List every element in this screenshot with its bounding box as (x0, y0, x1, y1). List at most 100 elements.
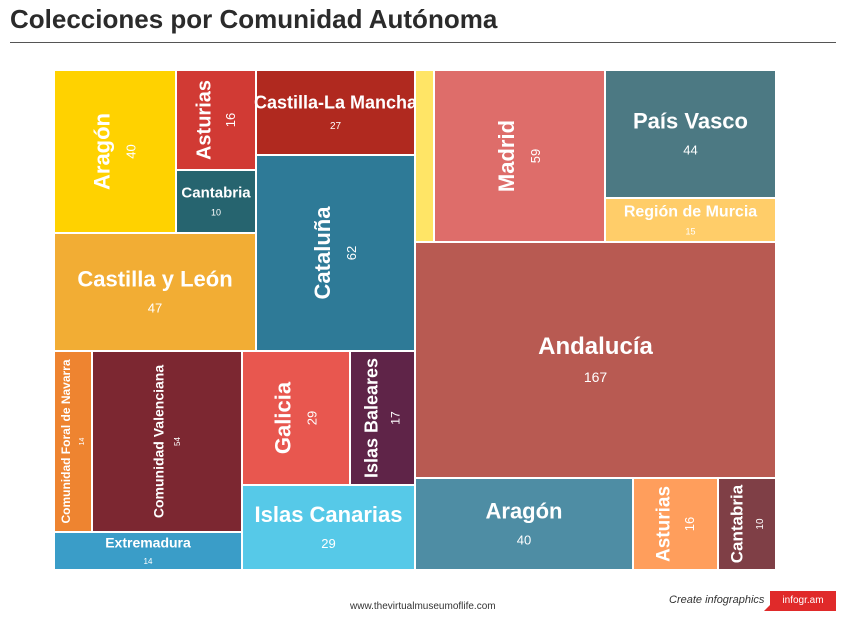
tile-value: 44 (683, 142, 697, 157)
tile-value: 27 (330, 121, 342, 132)
tile-label-text: Aragón 40 (486, 499, 563, 548)
tile-label-text: Región de Murcia 15 (624, 203, 757, 236)
tile-label-text: Cataluña 62 (310, 206, 359, 300)
tile-value: 40 (517, 532, 531, 547)
tile-label-text: Aragón 40 (90, 113, 139, 190)
tile-label-text: Andalucía 167 (538, 333, 653, 385)
tile-cantabria-19[interactable]: Cantabria 10 (717, 477, 777, 571)
tile-value: 29 (321, 536, 335, 551)
tile-rect[interactable] (175, 69, 257, 171)
tile-value: 62 (344, 246, 359, 260)
source-url[interactable]: www.thevirtualmuseumoflife.com (350, 601, 496, 612)
tile-aragon-0[interactable]: Aragón 40 (53, 69, 177, 234)
tile-rect[interactable] (349, 350, 416, 486)
tile-value: 14 (79, 438, 86, 446)
tile-islas-canarias-16[interactable]: Islas Canarias 29 (241, 484, 416, 571)
chart-title: Colecciones por Comunidad Autónoma (10, 4, 498, 34)
tile-label: Galicia (271, 381, 296, 454)
tile-asturias-1[interactable]: Asturias 16 (175, 69, 257, 171)
tile-label-text: Madrid 59 (494, 120, 543, 192)
tile-rect[interactable] (53, 531, 243, 571)
tile-rect[interactable] (604, 69, 777, 199)
tile-region-de-murcia-9[interactable]: Región de Murcia 15 (604, 197, 777, 243)
tile-andalucia-10[interactable]: Andalucía 167 (414, 241, 777, 479)
tile-value: 47 (148, 300, 162, 315)
tile-rect[interactable] (241, 484, 416, 571)
tile-label: Andalucía (538, 333, 653, 360)
tile-rect[interactable] (433, 69, 606, 243)
tile-value: 10 (211, 208, 221, 218)
tile-label-text: Cantabria 10 (728, 484, 766, 563)
tile-label: Islas Canarias (255, 502, 403, 527)
tile-rect[interactable] (414, 69, 435, 243)
tile-rect[interactable] (241, 350, 351, 486)
tile-rect[interactable] (255, 154, 416, 352)
tile-label-text: Cantabria 10 (181, 185, 251, 218)
tile-value: 59 (528, 149, 543, 163)
tile-label-text: Extremadura 14 (105, 535, 191, 566)
tile-label-text: Islas Canarias 29 (255, 502, 403, 551)
tile-label: Aragón (486, 499, 563, 524)
tile-label: Comunidad Valenciana (151, 365, 167, 518)
tile-label: Madrid (494, 120, 519, 192)
tile-label: Castilla-La Mancha (254, 92, 418, 112)
tile-label-text: Islas Baleares 17 (361, 358, 402, 478)
tile-label: Cantabria (181, 185, 251, 202)
tile-label: Aragón (90, 113, 115, 190)
tile-label: Extremadura (105, 535, 191, 551)
tile-islas-baleares-14[interactable]: Islas Baleares 17 (349, 350, 416, 486)
tile-label: Castilla y León (77, 267, 232, 292)
tile-cantabria-2[interactable]: Cantabria 10 (175, 169, 257, 234)
tile-value: 16 (223, 113, 238, 127)
tile-rect[interactable] (53, 69, 177, 234)
tile-madrid-7[interactable]: Madrid 59 (433, 69, 606, 243)
tile-rect[interactable] (604, 197, 777, 243)
tile-label-text: Asturias 16 (654, 486, 697, 562)
tile-label-text: Comunidad Foral de Navarra 14 (59, 359, 86, 523)
infogram-logo[interactable]: infogr.am (764, 591, 836, 611)
tile-label-text: País Vasco 44 (633, 109, 748, 158)
tile-asturias-18[interactable]: Asturias 16 (632, 477, 719, 571)
tile-value: 54 (173, 437, 182, 446)
tile-castilla-la-mancha-3[interactable]: Castilla-La Mancha 27 (254, 69, 418, 156)
tile-value: 17 (389, 411, 403, 425)
tile-rect[interactable] (91, 350, 243, 533)
tile-value: 16 (682, 517, 697, 531)
tile-value: 40 (123, 144, 138, 158)
tile-label: Cataluña (310, 206, 335, 300)
tile-pais-vasco-8[interactable]: País Vasco 44 (604, 69, 777, 199)
tile-value: 29 (304, 411, 319, 425)
tile-label: Islas Baleares (361, 358, 381, 478)
title-divider (10, 42, 836, 43)
tile-value: 15 (685, 227, 695, 237)
tile-label: País Vasco (633, 109, 748, 134)
tile-rect[interactable] (717, 477, 777, 571)
tile-aragon-17[interactable]: Aragón 40 (414, 477, 634, 571)
tile-label: Comunidad Foral de Navarra (59, 359, 73, 523)
tile-castilla-y-leon-4[interactable]: Castilla y León 47 (53, 232, 257, 352)
tile-comunidad-foral-de-navarra-11[interactable]: Comunidad Foral de Navarra 14 (53, 350, 93, 533)
tile-galicia-13[interactable]: Galicia 29 (241, 350, 351, 486)
tile-rect[interactable] (175, 169, 257, 234)
tile-cataluna-5[interactable]: Cataluña 62 (255, 154, 416, 352)
tile-rect[interactable] (414, 477, 634, 571)
tile-extremadura-15[interactable]: Extremadura 14 (53, 531, 243, 571)
tile-label-text: Asturias 16 (194, 80, 238, 160)
tile-rect[interactable] (255, 69, 416, 156)
tile-rect[interactable] (414, 241, 777, 479)
tile-label-text: Castilla y León 47 (77, 267, 232, 316)
tile-label-text: Comunidad Valenciana 54 (151, 365, 182, 518)
tile-value: 14 (144, 557, 153, 566)
tile-label: Asturias (194, 80, 216, 160)
tile-empty-6[interactable] (414, 69, 435, 243)
create-infographics-link[interactable]: Create infographics (669, 594, 765, 606)
tile-label: Cantabria (728, 484, 747, 563)
tile-rect[interactable] (53, 232, 257, 352)
tile-comunidad-valenciana-12[interactable]: Comunidad Valenciana 54 (91, 350, 243, 533)
tile-label-text: Galicia 29 (271, 381, 320, 454)
tile-rect[interactable] (632, 477, 719, 571)
tile-value: 10 (755, 518, 766, 530)
tile-label: Asturias (654, 486, 675, 562)
tile-label: Región de Murcia (624, 203, 757, 220)
